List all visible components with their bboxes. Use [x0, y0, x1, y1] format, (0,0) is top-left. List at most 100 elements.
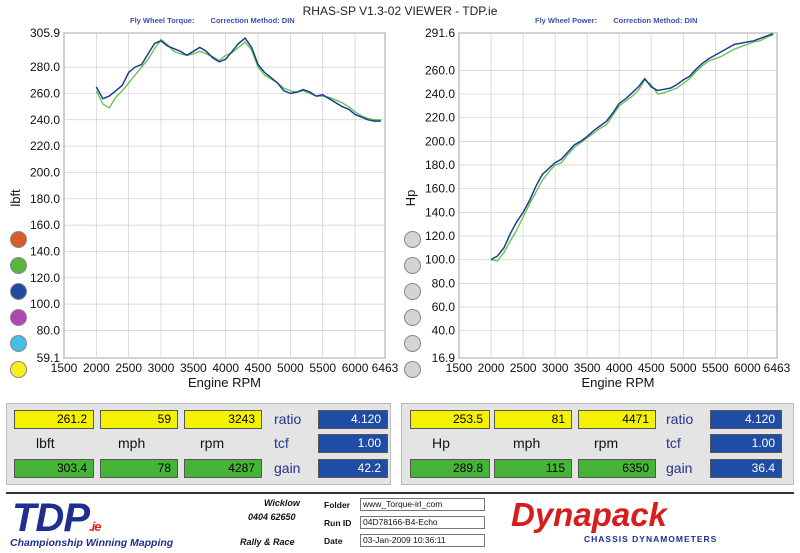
tdp-logo: TDP.ie: [12, 496, 102, 540]
torque-x-tick-label: 3500: [180, 361, 207, 375]
motto: Rally & Race: [240, 537, 295, 547]
power-y-tick-label: 100.0: [425, 253, 455, 267]
power-x-tick-label: 2500: [510, 361, 537, 375]
power-gain-value: 36.4: [710, 459, 782, 478]
torque-tcf-label: tcf: [274, 435, 289, 451]
torque-y-tick-label: 240.0: [30, 113, 60, 127]
torque-series-line-2: [95, 37, 381, 122]
torque-x-tick-label: 6463: [372, 361, 399, 375]
torque-y-axis-label: lbft: [8, 189, 23, 207]
power-y-tick-label: 180.0: [425, 158, 455, 172]
power-current-rpm: 4471: [578, 410, 656, 429]
torque-current-rpm: 3243: [184, 410, 262, 429]
right-run-dot-5[interactable]: [404, 335, 421, 352]
power-unit-label: Hp: [432, 435, 450, 451]
power-chart: 1500 2000 2500 3000 3500 4000 4500 5000 5500 6000…: [403, 26, 791, 390]
power-x-tick-label: 1500: [446, 361, 473, 375]
power-x-tick-label: 4000: [606, 361, 633, 375]
power-y-tick-label: 220.0: [425, 111, 455, 125]
torque-y-tick-label: 280.0: [30, 60, 60, 74]
left-run-dot-3[interactable]: [10, 283, 27, 300]
torque-series-line-1: [95, 38, 381, 121]
power-x-tick-label: 5500: [702, 361, 729, 375]
left-run-dot-1[interactable]: [10, 231, 27, 248]
power-mph-label: mph: [513, 435, 541, 451]
runid-label: Run ID: [324, 518, 352, 528]
torque-y-tick-label: 220.0: [30, 139, 60, 153]
window-title: RHAS-SP V1.3-02 VIEWER - TDP.ie: [302, 4, 498, 18]
torque-x-tick-label: 5500: [309, 361, 336, 375]
power-y-tick-label: 240.0: [425, 87, 455, 101]
folder-label: Folder: [324, 500, 350, 510]
torque-current-mph: 59: [100, 410, 178, 429]
power-tcf-value: 1.00: [710, 434, 782, 453]
power-rpm-label: rpm: [594, 435, 619, 451]
right-run-dot-2[interactable]: [404, 257, 421, 274]
power-x-tick-label: 6000: [734, 361, 761, 375]
power-y-tick-label: 140.0: [425, 205, 455, 219]
torque-y-tick-label: 305.9: [30, 26, 60, 40]
power-x-tick-label: 3500: [574, 361, 601, 375]
torque-mph-label: mph: [118, 435, 146, 451]
torque-x-tick-label: 1500: [51, 361, 78, 375]
power-series-line-2: [490, 32, 774, 261]
phone-number: 0404 62650: [248, 512, 296, 522]
torque-x-tick-label: 2000: [83, 361, 110, 375]
power-y-tick-label: 260.0: [425, 63, 455, 77]
torque-peak-value: 303.4: [14, 459, 94, 478]
right-run-dot-3[interactable]: [404, 283, 421, 300]
torque-y-tick-label: 180.0: [30, 192, 60, 206]
torque-y-tick-label: 80.0: [37, 323, 61, 337]
left-run-dot-6[interactable]: [10, 361, 27, 378]
right-chart-header: Fly Wheel Power: Correction Method: DIN: [535, 16, 698, 25]
torque-ratio-value: 4.120: [318, 410, 388, 429]
torque-ratio-label: ratio: [274, 411, 302, 427]
location: Wicklow: [264, 498, 300, 508]
power-y-tick-label: 80.0: [432, 276, 456, 290]
left-run-dot-4[interactable]: [10, 309, 27, 326]
power-x-tick-label: 5000: [670, 361, 697, 375]
power-y-tick-label: 40.0: [432, 324, 456, 338]
power-peak-rpm: 6350: [578, 459, 656, 478]
power-ratio-label: ratio: [666, 411, 694, 427]
torque-x-tick-label: 4500: [245, 361, 272, 375]
torque-current-value: 261.2: [14, 410, 94, 429]
power-peak-value: 289.8: [410, 459, 490, 478]
torque-unit-label: lbft: [36, 435, 55, 451]
power-peak-mph: 115: [494, 459, 572, 478]
torque-y-tick-label: 140.0: [30, 244, 60, 258]
power-plot-area: [458, 32, 778, 359]
power-x-tick-label: 6463: [764, 361, 791, 375]
date-label: Date: [324, 536, 343, 546]
torque-x-tick-label: 5000: [277, 361, 304, 375]
torque-y-tick-label: 120.0: [30, 271, 60, 285]
torque-x-tick-label: 4000: [212, 361, 239, 375]
power-y-tick-label: 160.0: [425, 182, 455, 196]
power-y-tick-label: 120.0: [425, 229, 455, 243]
torque-gain-label: gain: [274, 460, 301, 476]
power-x-tick-label: 2000: [478, 361, 505, 375]
power-x-axis-label: Engine RPM: [582, 375, 655, 390]
power-y-axis-label: Hp: [403, 190, 418, 207]
power-y-tick-label: 60.0: [432, 300, 456, 314]
power-x-tick-label: 4500: [638, 361, 665, 375]
dynapack-subtitle: CHASSIS DYNAMOMETERS: [584, 534, 718, 544]
torque-y-tick-label: 260.0: [30, 86, 60, 100]
power-current-mph: 81: [494, 410, 572, 429]
left-run-dot-2[interactable]: [10, 257, 27, 274]
right-run-dot-6[interactable]: [404, 361, 421, 378]
torque-chart: 1500 2000 2500 3000 3500 4000 4500 5000 5500 6000…: [8, 26, 399, 390]
right-run-dot-4[interactable]: [404, 309, 421, 326]
torque-gain-value: 42.2: [318, 459, 388, 478]
torque-x-axis-label: Engine RPM: [188, 375, 261, 390]
torque-peak-rpm: 4287: [184, 459, 262, 478]
folder-field: www_Torque-irl_com: [360, 498, 485, 511]
tagline: Championship Winning Mapping: [10, 537, 174, 549]
power-y-tick-label: 16.9: [432, 351, 456, 365]
left-chart-header: Fly Wheel Torque: Correction Method: DIN: [130, 16, 295, 25]
right-run-dot-1[interactable]: [404, 231, 421, 248]
torque-x-tick-label: 6000: [342, 361, 369, 375]
left-run-dot-5[interactable]: [10, 335, 27, 352]
dynapack-logo: Dynapack: [511, 496, 667, 533]
